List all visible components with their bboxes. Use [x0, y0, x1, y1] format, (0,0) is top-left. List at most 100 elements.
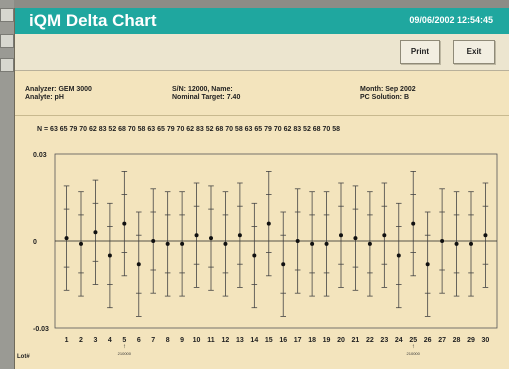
x-tick-label: 21 [352, 337, 360, 344]
x-tick-label: 6 [137, 337, 141, 344]
mean-point [440, 239, 445, 243]
error-bar [121, 170, 128, 277]
mean-point [483, 233, 488, 238]
window-title: iQM Delta Chart [29, 11, 157, 30]
y-tick-label: -0.03 [33, 326, 49, 333]
n-label: N = [37, 126, 49, 133]
error-bar [208, 185, 214, 291]
print-button[interactable]: Print [400, 40, 440, 64]
n-values: 63 65 79 70 62 83 52 68 70 58 63 65 79 7… [50, 126, 341, 133]
serial-name-label: S/N: 12000, Name: [172, 86, 233, 93]
x-tick-label: 29 [467, 337, 475, 344]
mean-point [237, 233, 242, 238]
x-tick-label: 1 [65, 337, 69, 344]
x-tick-label: 24 [395, 337, 403, 344]
x-tick-label: 20 [337, 337, 345, 344]
exit-button[interactable]: Exit [453, 40, 495, 64]
error-bar [135, 211, 142, 317]
x-tick-label: 26 [424, 337, 432, 344]
error-bar [193, 182, 200, 288]
error-bar [164, 191, 171, 297]
error-bar [294, 188, 301, 294]
x-tick-label: 3 [93, 337, 97, 344]
x-tick-label: 28 [453, 337, 461, 344]
error-bar [222, 191, 229, 297]
mean-point [310, 241, 315, 246]
lot-marker-label: 210000 [118, 351, 132, 356]
error-bar [280, 211, 287, 317]
mean-point [382, 233, 387, 238]
error-bar [237, 182, 243, 288]
x-tick-label: 17 [294, 337, 302, 344]
lot-marker-arrow: ↑ [412, 344, 415, 350]
x-tick-label: 16 [279, 337, 287, 344]
n-counts-row: N = 63 65 79 70 62 83 52 68 70 58 63 65 … [37, 126, 340, 133]
toolbar: Print Exit [15, 34, 509, 71]
mean-point [367, 241, 372, 246]
x-tick-label: 9 [180, 337, 184, 344]
date-time: 09/06/2002 12:54:45 [409, 15, 493, 25]
delta-chart-window: iQM Delta Chart 09/06/2002 12:54:45 Prin… [14, 8, 509, 369]
mean-point [136, 262, 141, 267]
error-bar [309, 191, 315, 297]
mean-point [122, 221, 127, 226]
analyte-label: Analyte: pH [25, 94, 64, 101]
error-bar [265, 170, 272, 277]
mean-point [425, 262, 430, 267]
lot-marker-label: 210000 [407, 351, 421, 356]
mean-point [79, 241, 83, 246]
x-tick-label: 10 [193, 337, 201, 344]
x-tick-label: 14 [250, 337, 258, 344]
error-bar [453, 191, 460, 297]
x-tick-label: 13 [236, 337, 244, 344]
x-tick-label: 30 [482, 337, 490, 344]
mean-point [295, 239, 300, 243]
mean-point [469, 241, 473, 246]
x-tick-label: 8 [166, 337, 170, 344]
mean-point [396, 253, 401, 258]
y-tick-label: 0.03 [33, 152, 47, 159]
x-tick-label: 15 [265, 337, 273, 344]
x-tick-label: 2 [79, 337, 83, 344]
y-tick-label: 0 [33, 239, 37, 246]
mean-point [281, 262, 286, 267]
error-bar [439, 188, 445, 294]
lot-marker-arrow: ↑ [123, 344, 126, 350]
x-tick-label: 19 [323, 337, 331, 344]
delta-chart: 0.030-0.03 1 2 3 4 5 6 7 8 9 10 11 12 13 14 15 16 17 18 19… [17, 152, 498, 360]
x-tick-label: 23 [380, 337, 388, 344]
mean-point [324, 241, 329, 246]
x-tick-label: 22 [366, 337, 374, 344]
mean-point [223, 241, 228, 246]
background-window-tab [0, 34, 14, 48]
mean-point [151, 239, 156, 243]
x-tick-label: 12 [222, 337, 230, 344]
error-bar [367, 191, 373, 297]
mean-point [93, 230, 98, 235]
error-bar [338, 182, 344, 288]
background-desktop [0, 0, 14, 369]
x-tick-label: 18 [308, 337, 316, 344]
background-window-tab [0, 58, 14, 72]
analyzer-label: Analyzer: GEM 3000 [25, 86, 92, 93]
mean-point [353, 236, 358, 241]
error-bar [251, 202, 258, 309]
error-bar [468, 191, 474, 297]
x-tick-label: 11 [207, 337, 215, 344]
error-bar [395, 202, 402, 309]
error-bar [381, 182, 388, 288]
info-panel: Analyzer: GEM 3000 Analyte: pH S/N: 1200… [15, 71, 509, 116]
error-bar [482, 182, 489, 288]
x-tick-label: 4 [108, 337, 112, 344]
error-bar [424, 211, 431, 317]
mean-point [180, 241, 185, 246]
error-bar [78, 191, 84, 297]
mean-point [165, 241, 170, 246]
mean-point [266, 221, 271, 226]
x-tick-label: 5 [122, 337, 126, 344]
error-bar [92, 179, 99, 285]
title-bar: iQM Delta Chart 09/06/2002 12:54:45 [15, 8, 509, 34]
background-window-tab [0, 8, 14, 22]
mean-point [411, 221, 416, 226]
mean-point [194, 233, 199, 238]
